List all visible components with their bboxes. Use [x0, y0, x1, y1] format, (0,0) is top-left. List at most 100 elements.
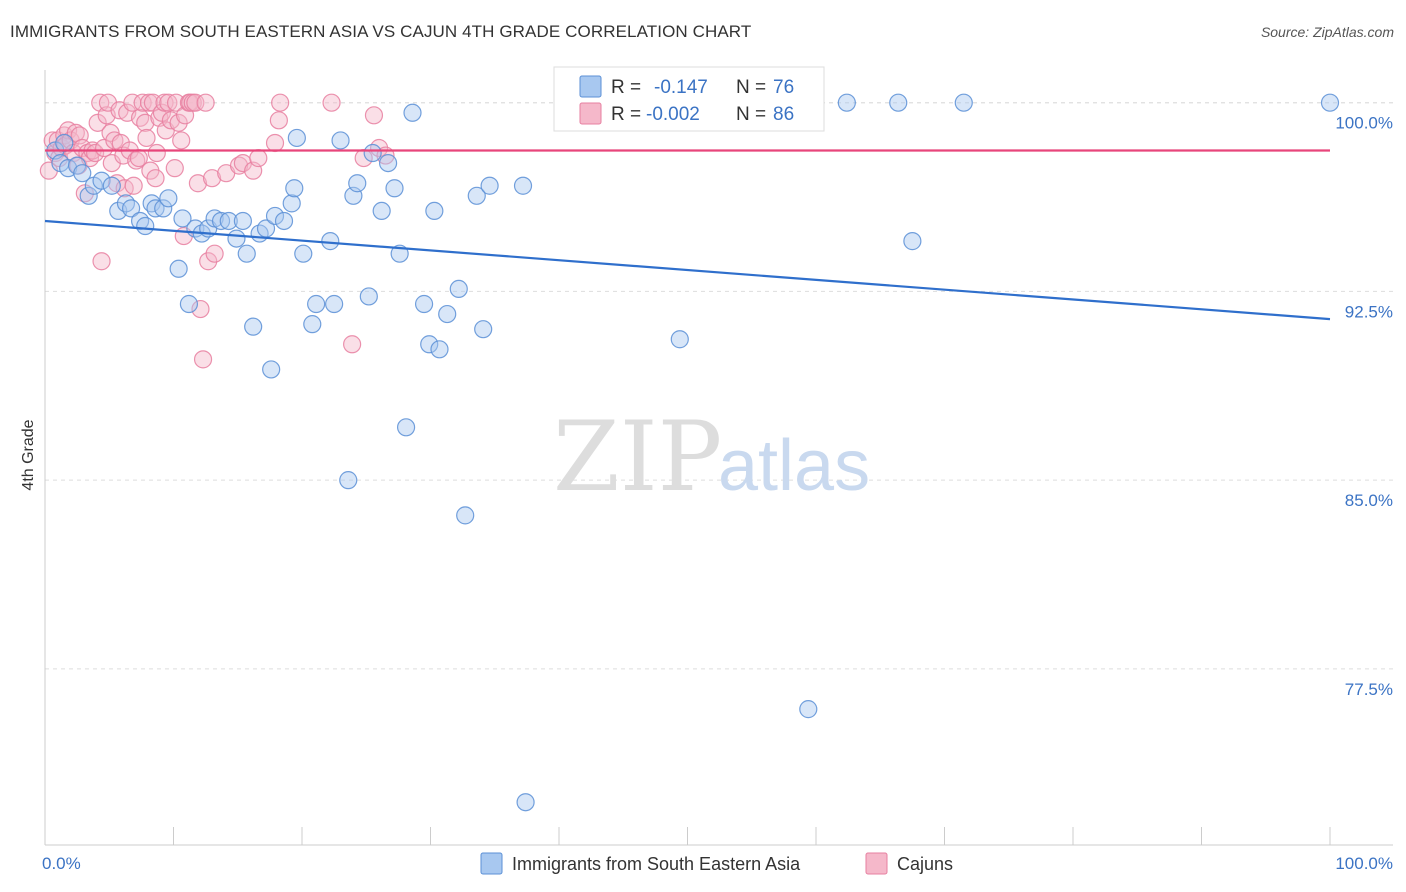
cajun-point [127, 151, 146, 170]
sea-point [456, 506, 475, 525]
sea-point [294, 244, 313, 263]
y-tick-label: 100.0% [1335, 114, 1393, 133]
sea-point [102, 176, 121, 195]
sea-point [378, 154, 398, 173]
legend-r-value-1: -0.147 [654, 77, 708, 98]
top-legend: R = -0.147 N = 76 R = -0.002 N = 86 [553, 66, 825, 132]
sea-point [262, 360, 281, 379]
cajun-point [269, 111, 288, 130]
sea-point [1320, 93, 1340, 112]
sea-point [837, 93, 856, 112]
sea-point [438, 304, 457, 324]
legend-n-label-2: N = [736, 104, 766, 125]
sea-point [116, 194, 136, 213]
cajun-point [265, 133, 285, 153]
cajun-point [322, 93, 341, 112]
cajun-point [186, 93, 205, 112]
y-tick-label: 85.0% [1345, 491, 1393, 510]
legend-swatch-pink [579, 102, 602, 125]
sea-point [396, 418, 416, 437]
cajun-point [137, 128, 156, 148]
bottom-legend-label-1: Immigrants from South Eastern Asia [512, 854, 801, 874]
sea-point [467, 186, 486, 205]
gridlines [45, 102, 1393, 670]
sea-point [670, 330, 689, 349]
watermark: ZIP atlas [553, 401, 870, 513]
sea-point [449, 279, 468, 299]
cajun-point [92, 252, 111, 271]
cajun-point [95, 138, 114, 158]
sea-point [414, 294, 434, 314]
source-label: Source: ZipAtlas.com [1260, 24, 1394, 40]
sea-point [265, 206, 285, 226]
sea-point [179, 294, 199, 314]
watermark-atlas: atlas [718, 426, 870, 506]
cajun-point [130, 108, 150, 127]
cajun-point [159, 93, 178, 112]
sea-point [169, 259, 188, 278]
sea-point [303, 315, 322, 334]
legend-n-label-1: N = [736, 77, 766, 98]
y-axis-title: 4th Grade [20, 419, 37, 490]
cajun-point [343, 335, 362, 354]
cajun-point [169, 113, 188, 132]
sea-point [430, 340, 449, 359]
sea-point [244, 317, 263, 336]
y-tick-label: 77.5% [1345, 680, 1393, 699]
sea-point [321, 232, 340, 251]
cajun-point [205, 244, 224, 263]
cajun-point [249, 148, 268, 168]
axes: 100.0% 92.5% 85.0% 77.5% 0.0% 100.0% [42, 70, 1393, 873]
sea-point [903, 232, 922, 251]
y-tick-label: 92.5% [1345, 302, 1393, 321]
sea-point [73, 164, 92, 183]
cajun-point [191, 299, 210, 319]
sea-point [385, 179, 404, 198]
sea-point [403, 103, 422, 122]
sea-point [285, 179, 304, 198]
sea-point [425, 201, 444, 221]
bottom-legend-swatch-pink [865, 852, 888, 875]
bottom-legend-swatch-blue [480, 852, 503, 875]
legend-swatch-blue [579, 75, 602, 98]
legend-r-value-2: -0.002 [646, 104, 700, 125]
sea-point [325, 294, 344, 314]
legend-n-value-2: 86 [773, 104, 794, 125]
cajun-point [199, 252, 218, 271]
sea-point [55, 133, 74, 153]
sea-point [331, 131, 350, 150]
cajun-point [139, 93, 159, 112]
cajun-point [136, 113, 155, 132]
sea-point [282, 194, 301, 213]
sea-point [136, 216, 155, 236]
sea-point [233, 211, 252, 231]
x-tick-label-min: 0.0% [42, 854, 81, 873]
cajun-point [202, 169, 222, 188]
cajun-point [193, 350, 213, 369]
cajun-point [78, 143, 97, 163]
cajun-point [133, 93, 152, 112]
cajun-point [86, 143, 105, 163]
sea-point [274, 211, 294, 231]
cajun-point [196, 93, 215, 112]
sea-point [92, 171, 111, 190]
sea-trend-line [44, 219, 1331, 321]
sea-point [154, 199, 173, 218]
sea-point [954, 93, 973, 112]
bottom-legend-label-2: Cajuns [897, 854, 953, 874]
bottom-legend: Immigrants from South Eastern Asia Cajun… [480, 852, 953, 875]
trend-lines [44, 149, 1331, 321]
sea-point [363, 143, 382, 163]
sea-point [339, 471, 358, 490]
cajun-point [188, 174, 208, 193]
cajun-point [172, 131, 191, 150]
sea-point [372, 201, 391, 221]
sea-point [513, 176, 533, 195]
sea-point [173, 209, 192, 228]
cajun-point [165, 159, 184, 178]
watermark-zip: ZIP [553, 401, 722, 513]
legend-r-label-2: R = [611, 104, 641, 125]
sea-point [211, 211, 231, 231]
sea-point [227, 229, 246, 248]
